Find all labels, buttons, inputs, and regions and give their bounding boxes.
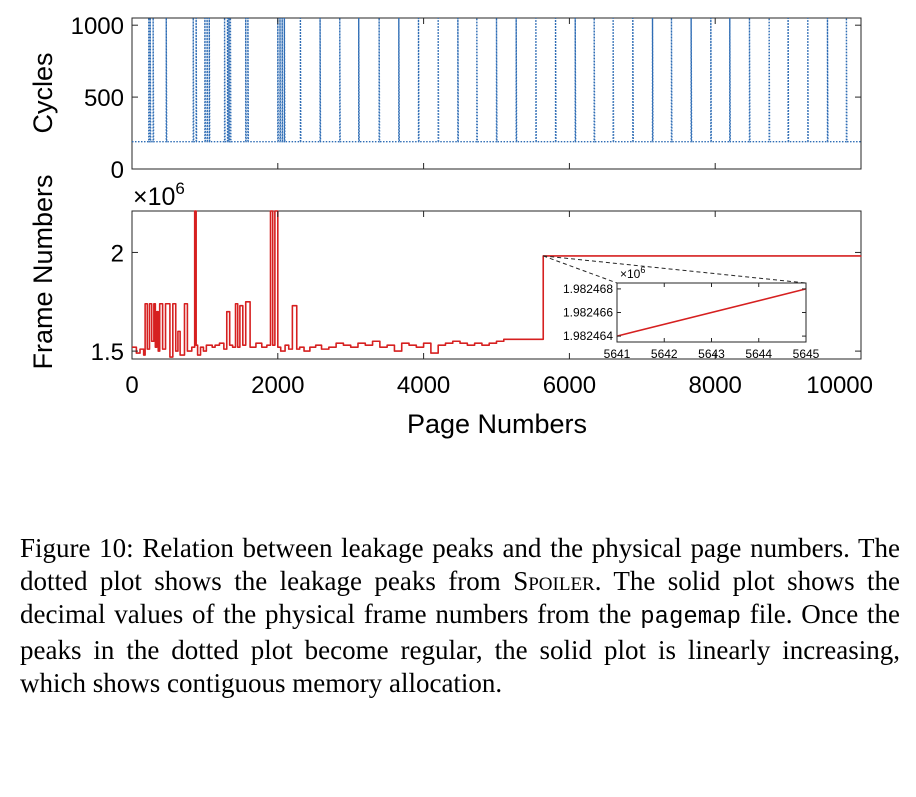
- x-tick-label: 2000: [251, 372, 304, 399]
- y-tick-label: 500: [84, 85, 124, 112]
- caption-spoiler: Spoiler: [513, 566, 595, 596]
- frame-exponent-label: ×106: [133, 179, 185, 211]
- y-tick-label: 1.5: [91, 339, 124, 366]
- inset-y-tick-label: 1.982464: [563, 329, 613, 343]
- inset-exponent-label: ×106: [620, 265, 645, 281]
- x-tick-label: 10000: [806, 372, 873, 399]
- page-x-ticks: 0 2000 4000 6000 8000 10000: [125, 211, 873, 399]
- x-tick-label: 0: [125, 372, 138, 399]
- zoom-line: [543, 255, 807, 284]
- frame-numbers-series: [132, 210, 862, 358]
- cycles-y-label: Cycles: [28, 52, 58, 133]
- y-tick-label: 1000: [71, 13, 124, 40]
- cycles-panel: 0 500 1000 Cycles: [28, 13, 862, 184]
- frame-y-label: Frame Numbers: [28, 174, 58, 369]
- inset-x-tick-label: 5642: [651, 347, 678, 361]
- inset-x-tick-label: 5641: [604, 347, 631, 361]
- inset-y-tick-label: 1.982466: [563, 306, 613, 320]
- cycles-y-ticks: 0 500 1000: [71, 13, 862, 184]
- y-tick-label: 2: [111, 240, 124, 267]
- page-x-label: Page Numbers: [407, 409, 587, 439]
- inset-x-tick-label: 5645: [793, 347, 820, 361]
- zoom-line: [543, 255, 618, 284]
- inset-x-ticks: 5641 5642 5643 5644 5645: [604, 283, 820, 361]
- inset-x-tick-label: 5644: [745, 347, 772, 361]
- caption-figure-label: Figure 10:: [20, 533, 134, 563]
- inset-zoom-lines: [543, 255, 807, 284]
- cycles-axes-frame: [131, 17, 862, 170]
- frame-numbers-panel: 1.52 0 2000 4000 6000 8000 10000 ×106 Frame N…: [28, 174, 873, 439]
- x-tick-label: 6000: [543, 372, 596, 399]
- y-tick-label: 0: [111, 157, 124, 184]
- figure-caption: Figure 10: Relation between leakage peak…: [20, 532, 900, 700]
- frame-y-ticks: 1.52: [91, 240, 861, 366]
- frame-numbers-line: [132, 210, 862, 358]
- inset-y-tick-label: 1.982468: [563, 282, 613, 296]
- inset-series: [616, 288, 807, 337]
- cycles-line: [132, 17, 861, 143]
- inset-y-ticks: 1.982464 1.982466 1.982468: [563, 282, 806, 343]
- x-tick-label: 4000: [397, 372, 450, 399]
- inset-line: [616, 288, 807, 337]
- x-tick-label: 8000: [689, 372, 742, 399]
- frame-axes-frame: [131, 210, 862, 360]
- caption-text-2: . The solid plot shows the decimal value…: [20, 566, 900, 629]
- caption-pagemap: pagemap: [640, 604, 742, 631]
- caption-text-3: file. Once the peaks in the dotted plot …: [20, 599, 900, 698]
- inset-x-tick-label: 5643: [698, 347, 725, 361]
- caption-text-1: Relation between leakage peaks and the p…: [20, 533, 901, 596]
- cycles-series: [132, 17, 861, 143]
